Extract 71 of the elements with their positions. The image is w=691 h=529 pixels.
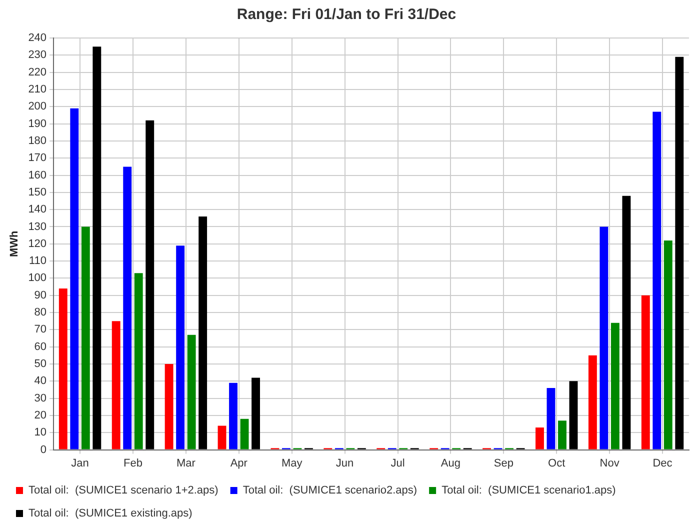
y-tick-label: 210 (28, 84, 47, 96)
y-tick-label: 10 (34, 426, 47, 439)
bar (81, 226, 90, 450)
y-tick-label: 100 (28, 272, 47, 284)
y-tick-label: 140 (28, 204, 47, 216)
y-tick-label: 70 (34, 324, 47, 336)
bar (112, 321, 120, 450)
y-tick-label: 0 (40, 444, 47, 456)
legend-label: Total oil: (SUMICE1 scenario2.aps) (242, 484, 418, 497)
x-tick-label: May (281, 457, 303, 470)
bar (600, 226, 608, 450)
bar (652, 112, 662, 450)
y-axis-title: MWh (8, 230, 21, 258)
bar (218, 426, 226, 450)
bar (164, 364, 174, 450)
x-tick-label: Jan (71, 457, 89, 470)
y-tick-label: 180 (28, 134, 47, 147)
y-tick-label: 170 (28, 152, 47, 164)
y-tick-label: 150 (28, 186, 47, 198)
bar (134, 273, 143, 450)
bar (588, 355, 597, 450)
x-tick-label: Aug (440, 457, 460, 470)
x-tick-label: Nov (600, 457, 620, 470)
x-tick-label: Oct (548, 457, 566, 470)
y-tick-label: 20 (34, 410, 47, 422)
bar (675, 56, 684, 450)
bar (569, 381, 578, 450)
legend-label: Total oil: (SUMICE1 scenario 1+2.aps) (28, 484, 218, 497)
y-tick-label: 110 (29, 255, 47, 268)
bar (622, 196, 631, 450)
bar (252, 378, 260, 450)
y-tick-label: 130 (28, 220, 47, 233)
x-tick-label: Jul (390, 457, 405, 470)
x-tick-label: Mar (176, 457, 196, 470)
x-tick-label: Dec (652, 457, 673, 470)
x-tick-label: Feb (124, 457, 142, 470)
legend-label: Total oil: (SUMICE1 scenario1.aps) (442, 484, 616, 497)
y-tick-label: 60 (34, 340, 47, 353)
y-tick-label: 220 (28, 66, 47, 78)
y-tick-label: 30 (34, 392, 47, 404)
legend-label: Total oil: (SUMICE1 existing.aps) (28, 508, 192, 520)
y-tick-label: 40 (34, 375, 47, 388)
x-tick-label: Apr (230, 457, 248, 470)
bar (536, 427, 544, 450)
bar (641, 295, 650, 450)
y-tick-label: 240 (28, 32, 47, 44)
y-tick-label: 90 (34, 289, 47, 302)
bar (558, 420, 566, 450)
bar (70, 108, 79, 450)
bar (92, 46, 102, 450)
bar (58, 288, 68, 450)
y-tick-label: 230 (28, 49, 47, 62)
bar (546, 388, 556, 450)
bar (664, 240, 672, 450)
y-tick-label: 80 (34, 306, 47, 319)
chart-title: Range: Fri 01/Jan to Fri 31/Dec (236, 6, 456, 24)
y-tick-label: 190 (28, 118, 47, 130)
bar (610, 322, 620, 450)
bar (240, 418, 249, 450)
bar (187, 334, 196, 450)
bar (198, 216, 208, 450)
bar (146, 120, 154, 450)
y-tick-label: 160 (28, 169, 47, 182)
bar (123, 166, 132, 450)
x-tick-label: Jun (336, 457, 354, 470)
bar (176, 246, 185, 450)
y-tick-label: 120 (28, 238, 47, 250)
x-tick-label: Sep (494, 457, 514, 470)
y-tick-label: 50 (34, 358, 47, 370)
y-tick-label: 200 (28, 100, 47, 113)
bar (229, 382, 238, 450)
